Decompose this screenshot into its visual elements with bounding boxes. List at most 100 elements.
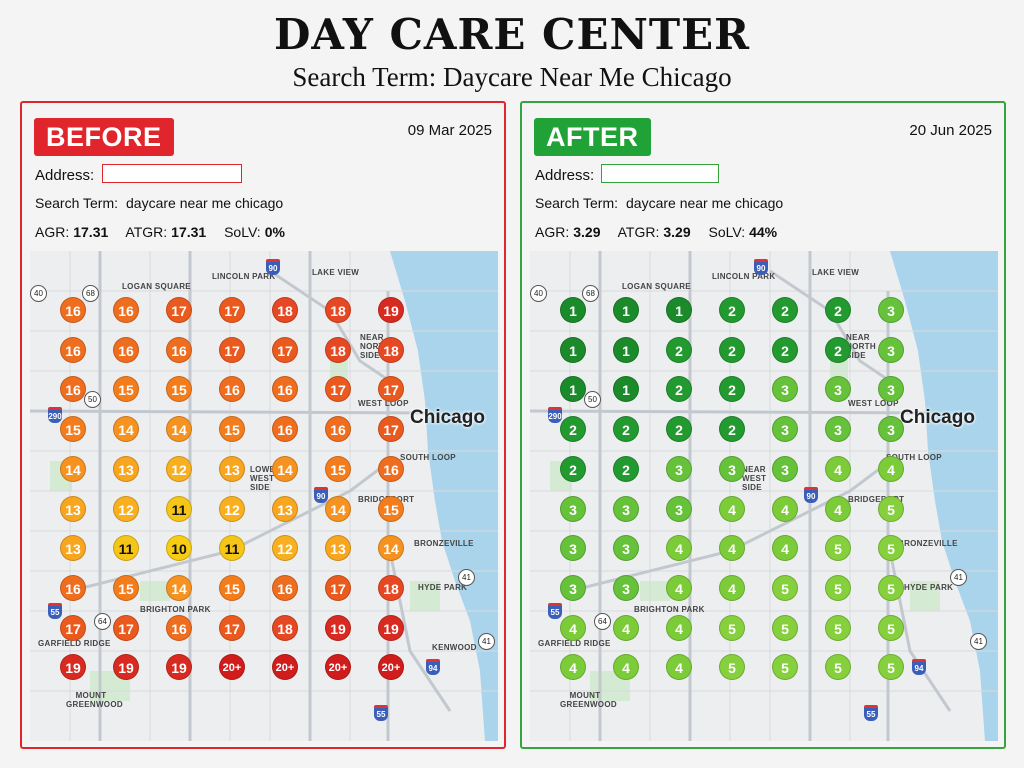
rank-pin[interactable]: 3 [719, 455, 745, 482]
rank-pin[interactable]: 5 [878, 574, 904, 601]
rank-pin[interactable]: 16 [113, 297, 139, 323]
rank-pin[interactable]: 4 [613, 654, 639, 681]
rank-pin[interactable]: 2 [560, 416, 586, 443]
address-input[interactable] [102, 164, 242, 183]
rank-pin[interactable]: 4 [719, 535, 745, 562]
rank-pin[interactable]: 17 [219, 614, 245, 641]
rank-pin[interactable]: 14 [272, 455, 298, 482]
rank-pin[interactable]: 1 [613, 297, 639, 323]
rank-pin[interactable]: 18 [272, 614, 298, 641]
rank-pin[interactable]: 3 [666, 495, 692, 522]
rank-pin[interactable]: 3 [772, 416, 798, 443]
rank-pin[interactable]: 1 [560, 336, 586, 363]
rank-pin[interactable]: 2 [772, 336, 798, 363]
rank-pin[interactable]: 18 [378, 336, 404, 363]
rank-pin[interactable]: 16 [219, 376, 245, 403]
rank-pin[interactable]: 3 [666, 455, 692, 482]
rank-pin[interactable]: 15 [325, 455, 351, 482]
rank-pin[interactable]: 5 [772, 574, 798, 601]
rank-pin[interactable]: 13 [272, 495, 298, 522]
rank-pin[interactable]: 16 [60, 336, 86, 363]
rank-pin[interactable]: 15 [166, 376, 192, 403]
rank-pin[interactable]: 18 [272, 297, 298, 323]
rank-pin[interactable]: 2 [666, 416, 692, 443]
rank-pin[interactable]: 14 [166, 416, 192, 443]
rank-pin[interactable]: 14 [166, 574, 192, 601]
rank-pin[interactable]: 1 [666, 297, 692, 323]
rank-pin[interactable]: 2 [613, 455, 639, 482]
rank-pin[interactable]: 12 [272, 535, 298, 562]
rank-pin[interactable]: 3 [878, 297, 904, 323]
rank-pin[interactable]: 16 [166, 336, 192, 363]
rank-pin[interactable]: 2 [719, 376, 745, 403]
rank-pin[interactable]: 14 [325, 495, 351, 522]
rank-pin[interactable]: 17 [219, 297, 245, 323]
before-map[interactable]: LOGAN SQUARE LINCOLN PARK LAKE VIEW NEAR… [30, 251, 498, 741]
rank-pin[interactable]: 3 [613, 535, 639, 562]
rank-pin[interactable]: 5 [825, 614, 851, 641]
rank-pin[interactable]: 18 [325, 336, 351, 363]
rank-pin[interactable]: 2 [719, 336, 745, 363]
rank-pin[interactable]: 19 [378, 614, 404, 641]
rank-pin[interactable]: 3 [878, 376, 904, 403]
rank-pin[interactable]: 19 [60, 654, 86, 681]
rank-pin[interactable]: 19 [378, 297, 404, 323]
rank-pin[interactable]: 16 [60, 376, 86, 403]
address-input[interactable] [601, 164, 719, 183]
rank-pin[interactable]: 5 [878, 614, 904, 641]
rank-pin[interactable]: 5 [719, 614, 745, 641]
rank-pin[interactable]: 20+ [378, 654, 404, 681]
rank-pin[interactable]: 17 [325, 376, 351, 403]
rank-pin[interactable]: 11 [166, 495, 192, 522]
rank-pin[interactable]: 1 [560, 297, 586, 323]
rank-pin[interactable]: 4 [719, 495, 745, 522]
rank-pin[interactable]: 20+ [272, 654, 298, 681]
rank-pin[interactable]: 4 [666, 535, 692, 562]
rank-pin[interactable]: 1 [560, 376, 586, 403]
rank-pin[interactable]: 13 [60, 535, 86, 562]
rank-pin[interactable]: 14 [378, 535, 404, 562]
rank-pin[interactable]: 4 [560, 614, 586, 641]
rank-pin[interactable]: 12 [219, 495, 245, 522]
rank-pin[interactable]: 5 [772, 654, 798, 681]
rank-pin[interactable]: 16 [272, 574, 298, 601]
rank-pin[interactable]: 16 [60, 574, 86, 601]
rank-pin[interactable]: 19 [325, 614, 351, 641]
rank-pin[interactable]: 4 [825, 495, 851, 522]
rank-pin[interactable]: 19 [113, 654, 139, 681]
rank-pin[interactable]: 20+ [219, 654, 245, 681]
rank-pin[interactable]: 2 [666, 376, 692, 403]
rank-pin[interactable]: 3 [825, 416, 851, 443]
rank-pin[interactable]: 4 [560, 654, 586, 681]
rank-pin[interactable]: 10 [166, 535, 192, 562]
rank-pin[interactable]: 17 [272, 336, 298, 363]
rank-pin[interactable]: 4 [613, 614, 639, 641]
rank-pin[interactable]: 3 [878, 336, 904, 363]
rank-pin[interactable]: 3 [772, 455, 798, 482]
rank-pin[interactable]: 15 [113, 574, 139, 601]
rank-pin[interactable]: 3 [560, 495, 586, 522]
rank-pin[interactable]: 16 [113, 336, 139, 363]
rank-pin[interactable]: 18 [325, 297, 351, 323]
rank-pin[interactable]: 3 [613, 495, 639, 522]
rank-pin[interactable]: 13 [60, 495, 86, 522]
rank-pin[interactable]: 2 [772, 297, 798, 323]
rank-pin[interactable]: 15 [378, 495, 404, 522]
rank-pin[interactable]: 2 [719, 297, 745, 323]
rank-pin[interactable]: 3 [772, 376, 798, 403]
rank-pin[interactable]: 16 [166, 614, 192, 641]
rank-pin[interactable]: 3 [825, 376, 851, 403]
rank-pin[interactable]: 16 [378, 455, 404, 482]
rank-pin[interactable]: 17 [378, 416, 404, 443]
rank-pin[interactable]: 17 [219, 336, 245, 363]
rank-pin[interactable]: 5 [878, 495, 904, 522]
rank-pin[interactable]: 12 [166, 455, 192, 482]
rank-pin[interactable]: 2 [825, 297, 851, 323]
rank-pin[interactable]: 4 [878, 455, 904, 482]
rank-pin[interactable]: 5 [825, 574, 851, 601]
rank-pin[interactable]: 17 [378, 376, 404, 403]
rank-pin[interactable]: 4 [772, 535, 798, 562]
rank-pin[interactable]: 16 [325, 416, 351, 443]
rank-pin[interactable]: 14 [60, 455, 86, 482]
rank-pin[interactable]: 5 [878, 654, 904, 681]
